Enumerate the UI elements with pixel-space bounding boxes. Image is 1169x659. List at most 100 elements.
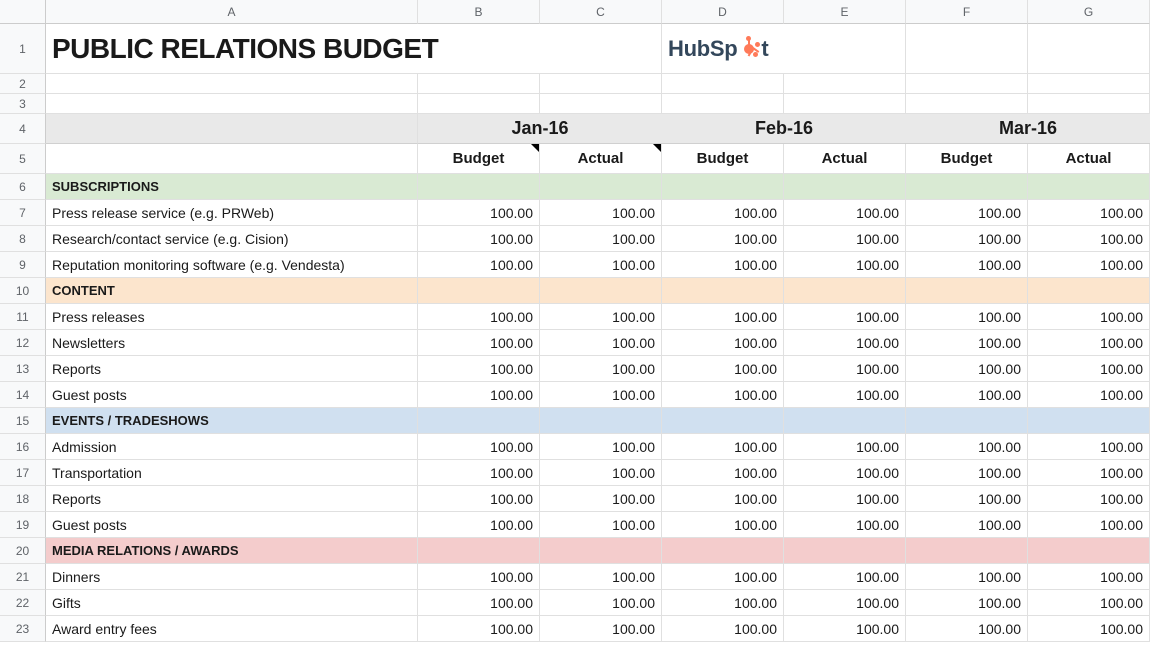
line-item-value[interactable]: 100.00 — [662, 200, 784, 226]
row-header-5[interactable]: 5 — [0, 144, 46, 174]
line-item-value[interactable]: 100.00 — [906, 460, 1028, 486]
line-item-value[interactable]: 100.00 — [540, 434, 662, 460]
line-item-value[interactable]: 100.00 — [784, 330, 906, 356]
line-item-value[interactable]: 100.00 — [906, 512, 1028, 538]
cell-B2[interactable] — [418, 74, 540, 94]
section-header[interactable]: SUBSCRIPTIONS — [46, 174, 418, 200]
month-header-jan[interactable]: Jan-16 — [418, 114, 662, 144]
col-header-E[interactable]: E — [784, 0, 906, 24]
line-item-value[interactable]: 100.00 — [662, 304, 784, 330]
line-item-value[interactable]: 100.00 — [906, 226, 1028, 252]
row-header-11[interactable]: 11 — [0, 304, 46, 330]
line-item-label[interactable]: Transportation — [46, 460, 418, 486]
line-item-value[interactable]: 100.00 — [418, 616, 540, 642]
section-cell[interactable] — [418, 174, 540, 200]
row-header-8[interactable]: 8 — [0, 226, 46, 252]
line-item-value[interactable]: 100.00 — [662, 226, 784, 252]
line-item-value[interactable]: 100.00 — [784, 590, 906, 616]
line-item-value[interactable]: 100.00 — [540, 564, 662, 590]
month-header-mar[interactable]: Mar-16 — [906, 114, 1150, 144]
col-header-A[interactable]: A — [46, 0, 418, 24]
line-item-value[interactable]: 100.00 — [662, 252, 784, 278]
row-header-9[interactable]: 9 — [0, 252, 46, 278]
line-item-value[interactable]: 100.00 — [1028, 460, 1150, 486]
line-item-value[interactable]: 100.00 — [540, 304, 662, 330]
row-header-12[interactable]: 12 — [0, 330, 46, 356]
section-cell[interactable] — [540, 278, 662, 304]
cell-D2[interactable] — [662, 74, 784, 94]
cell-G1[interactable] — [1028, 24, 1150, 74]
row-header-1[interactable]: 1 — [0, 24, 46, 74]
subheader-budget-feb[interactable]: Budget — [662, 144, 784, 174]
line-item-value[interactable]: 100.00 — [784, 200, 906, 226]
line-item-value[interactable]: 100.00 — [418, 304, 540, 330]
row-header-6[interactable]: 6 — [0, 174, 46, 200]
line-item-value[interactable]: 100.00 — [784, 304, 906, 330]
line-item-value[interactable]: 100.00 — [540, 330, 662, 356]
cell-F2[interactable] — [906, 74, 1028, 94]
col-header-B[interactable]: B — [418, 0, 540, 24]
line-item-value[interactable]: 100.00 — [1028, 590, 1150, 616]
section-cell[interactable] — [784, 278, 906, 304]
line-item-value[interactable]: 100.00 — [662, 590, 784, 616]
line-item-value[interactable]: 100.00 — [662, 564, 784, 590]
line-item-value[interactable]: 100.00 — [662, 434, 784, 460]
line-item-value[interactable]: 100.00 — [418, 252, 540, 278]
line-item-value[interactable]: 100.00 — [540, 382, 662, 408]
line-item-value[interactable]: 100.00 — [540, 590, 662, 616]
line-item-value[interactable]: 100.00 — [540, 200, 662, 226]
row-header-14[interactable]: 14 — [0, 382, 46, 408]
line-item-value[interactable]: 100.00 — [540, 512, 662, 538]
row-header-17[interactable]: 17 — [0, 460, 46, 486]
month-header-feb[interactable]: Feb-16 — [662, 114, 906, 144]
line-item-value[interactable]: 100.00 — [1028, 330, 1150, 356]
line-item-label[interactable]: Guest posts — [46, 382, 418, 408]
line-item-value[interactable]: 100.00 — [906, 564, 1028, 590]
cell-A5[interactable] — [46, 144, 418, 174]
line-item-value[interactable]: 100.00 — [540, 226, 662, 252]
line-item-value[interactable]: 100.00 — [1028, 486, 1150, 512]
line-item-value[interactable]: 100.00 — [1028, 226, 1150, 252]
line-item-value[interactable]: 100.00 — [906, 252, 1028, 278]
line-item-value[interactable]: 100.00 — [906, 356, 1028, 382]
page-title[interactable]: PUBLIC RELATIONS BUDGET — [46, 24, 662, 74]
row-header-19[interactable]: 19 — [0, 512, 46, 538]
section-cell[interactable] — [540, 408, 662, 434]
line-item-value[interactable]: 100.00 — [540, 460, 662, 486]
section-cell[interactable] — [906, 174, 1028, 200]
row-header-2[interactable]: 2 — [0, 74, 46, 94]
row-header-20[interactable]: 20 — [0, 538, 46, 564]
line-item-label[interactable]: Reports — [46, 356, 418, 382]
row-header-22[interactable]: 22 — [0, 590, 46, 616]
line-item-value[interactable]: 100.00 — [906, 486, 1028, 512]
line-item-value[interactable]: 100.00 — [418, 486, 540, 512]
section-cell[interactable] — [418, 278, 540, 304]
section-cell[interactable] — [1028, 174, 1150, 200]
line-item-value[interactable]: 100.00 — [784, 382, 906, 408]
line-item-label[interactable]: Gifts — [46, 590, 418, 616]
section-header[interactable]: CONTENT — [46, 278, 418, 304]
col-header-G[interactable]: G — [1028, 0, 1150, 24]
cell-A2[interactable] — [46, 74, 418, 94]
line-item-value[interactable]: 100.00 — [418, 330, 540, 356]
line-item-value[interactable]: 100.00 — [784, 356, 906, 382]
subheader-actual-jan[interactable]: Actual — [540, 144, 662, 174]
line-item-value[interactable]: 100.00 — [418, 564, 540, 590]
line-item-label[interactable]: Newsletters — [46, 330, 418, 356]
subheader-budget-mar[interactable]: Budget — [906, 144, 1028, 174]
section-cell[interactable] — [906, 408, 1028, 434]
line-item-value[interactable]: 100.00 — [662, 460, 784, 486]
section-cell[interactable] — [662, 278, 784, 304]
row-header-21[interactable]: 21 — [0, 564, 46, 590]
line-item-value[interactable]: 100.00 — [540, 616, 662, 642]
subheader-actual-mar[interactable]: Actual — [1028, 144, 1150, 174]
line-item-value[interactable]: 100.00 — [418, 356, 540, 382]
section-cell[interactable] — [1028, 278, 1150, 304]
line-item-value[interactable]: 100.00 — [1028, 382, 1150, 408]
line-item-value[interactable]: 100.00 — [540, 356, 662, 382]
line-item-value[interactable]: 100.00 — [418, 590, 540, 616]
line-item-value[interactable]: 100.00 — [540, 486, 662, 512]
cell-G3[interactable] — [1028, 94, 1150, 114]
row-header-13[interactable]: 13 — [0, 356, 46, 382]
line-item-label[interactable]: Reports — [46, 486, 418, 512]
